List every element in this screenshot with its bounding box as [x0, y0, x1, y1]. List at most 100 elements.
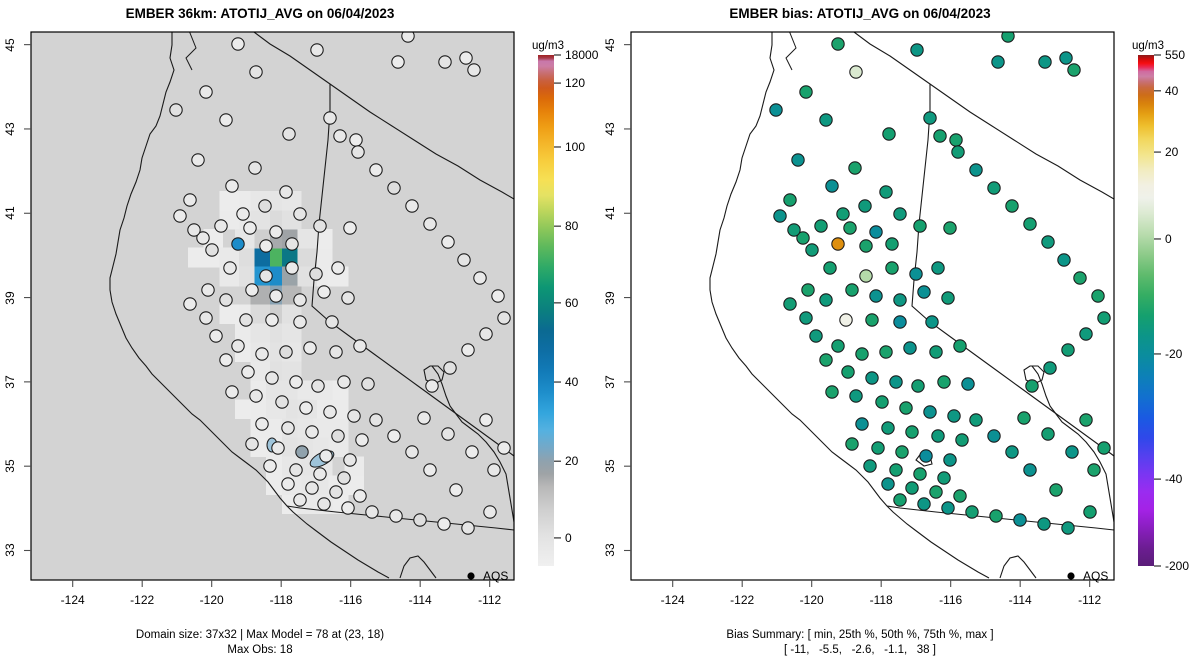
obs-station-marker[interactable] [313, 219, 327, 233]
obs-station-marker[interactable] [355, 433, 369, 447]
obs-station-marker[interactable] [449, 483, 463, 497]
bias-station-marker[interactable] [845, 283, 859, 297]
obs-station-marker[interactable] [459, 51, 473, 65]
obs-station-marker[interactable] [248, 161, 262, 175]
obs-station-marker[interactable] [365, 505, 379, 519]
bias-station-marker[interactable] [949, 133, 963, 147]
bias-station-marker[interactable] [805, 243, 819, 257]
bias-station-marker[interactable] [905, 481, 919, 495]
obs-station-marker[interactable] [461, 521, 475, 535]
bias-station-marker[interactable] [848, 161, 862, 175]
bias-station-marker[interactable] [893, 293, 907, 307]
bias-station-marker[interactable] [941, 501, 955, 515]
bias-station-marker[interactable] [863, 459, 877, 473]
obs-station-marker[interactable] [317, 497, 331, 511]
obs-station-marker[interactable] [491, 289, 505, 303]
bias-station-marker[interactable] [969, 163, 983, 177]
obs-station-marker[interactable] [331, 429, 345, 443]
bias-station-markers[interactable] [769, 30, 1111, 535]
obs-station-marker[interactable] [369, 413, 383, 427]
obs-station-marker[interactable] [293, 315, 307, 329]
obs-station-marker[interactable] [225, 179, 239, 193]
obs-station-marker[interactable] [465, 445, 479, 459]
obs-station-marker[interactable] [199, 85, 213, 99]
obs-station-marker[interactable] [405, 445, 419, 459]
bias-station-marker[interactable] [1087, 463, 1101, 477]
bias-station-marker[interactable] [801, 283, 815, 297]
bias-station-marker[interactable] [769, 103, 783, 117]
bias-station-marker[interactable] [923, 405, 937, 419]
obs-station-marker[interactable] [223, 261, 237, 275]
bias-station-marker[interactable] [831, 237, 845, 251]
bias-station-marker[interactable] [871, 441, 885, 455]
obs-station-marker[interactable] [205, 243, 219, 257]
obs-station-marker[interactable] [289, 463, 303, 477]
obs-station-marker[interactable] [299, 401, 313, 415]
bias-station-marker[interactable] [1059, 51, 1073, 65]
obs-station-marker[interactable] [387, 181, 401, 195]
bias-station-marker[interactable] [937, 471, 951, 485]
bias-station-marker[interactable] [843, 221, 857, 235]
bias-station-marker[interactable] [809, 329, 823, 343]
bias-station-marker[interactable] [909, 267, 923, 281]
obs-station-marker[interactable] [231, 339, 245, 353]
bias-station-marker[interactable] [910, 43, 924, 57]
obs-station-marker[interactable] [245, 283, 259, 297]
obs-station-marker[interactable] [391, 55, 405, 69]
bias-station-marker[interactable] [773, 209, 787, 223]
bias-station-marker[interactable] [839, 313, 853, 327]
bias-station-marker[interactable] [819, 113, 833, 127]
obs-station-marker[interactable] [183, 297, 197, 311]
obs-station-marker[interactable] [405, 199, 419, 213]
obs-station-marker[interactable] [497, 311, 511, 325]
obs-station-marker[interactable] [349, 133, 363, 147]
obs-station-marker[interactable] [343, 221, 357, 235]
bias-station-marker[interactable] [831, 37, 845, 51]
bias-station-marker[interactable] [823, 261, 837, 275]
obs-station-marker[interactable] [343, 453, 357, 467]
bias-station-marker[interactable] [943, 453, 957, 467]
obs-station-marker[interactable] [259, 239, 273, 253]
bias-station-marker[interactable] [1025, 379, 1039, 393]
bias-station-marker[interactable] [869, 225, 883, 239]
bias-station-marker[interactable] [913, 219, 927, 233]
obs-station-marker[interactable] [219, 353, 233, 367]
bias-station-marker[interactable] [787, 223, 801, 237]
bias-station-marker[interactable] [911, 379, 925, 393]
obs-station-marker[interactable] [239, 313, 253, 327]
bias-station-marker[interactable] [845, 437, 859, 451]
obs-station-marker[interactable] [263, 459, 277, 473]
bias-station-marker[interactable] [879, 345, 893, 359]
bias-station-marker[interactable] [859, 239, 873, 253]
obs-station-marker[interactable] [249, 389, 263, 403]
obs-station-marker[interactable] [423, 463, 437, 477]
bias-station-marker[interactable] [819, 293, 833, 307]
obs-station-marker[interactable] [259, 269, 273, 283]
obs-station-marker[interactable] [423, 217, 437, 231]
obs-station-marker[interactable] [282, 127, 296, 141]
obs-station-marker[interactable] [279, 345, 293, 359]
bias-station-marker[interactable] [951, 145, 965, 159]
bias-station-marker[interactable] [1037, 517, 1051, 531]
bias-station-marker[interactable] [799, 85, 813, 99]
obs-station-marker[interactable] [347, 409, 361, 423]
obs-station-marker[interactable] [329, 485, 343, 499]
obs-station-marker[interactable] [441, 235, 455, 249]
obs-station-marker[interactable] [219, 293, 233, 307]
bias-station-marker[interactable] [1049, 483, 1063, 497]
bias-station-marker[interactable] [1041, 427, 1055, 441]
bias-station-marker[interactable] [858, 199, 872, 213]
bias-station-marker[interactable] [841, 365, 855, 379]
bias-station-marker[interactable] [855, 347, 869, 361]
obs-station-marker[interactable] [319, 449, 333, 463]
bias-station-marker[interactable] [929, 485, 943, 499]
obs-station-marker[interactable] [331, 261, 345, 275]
bias-station-marker[interactable] [989, 509, 1003, 523]
obs-station-marker[interactable] [487, 463, 501, 477]
bias-station-marker[interactable] [882, 127, 896, 141]
bias-station-marker[interactable] [783, 297, 797, 311]
obs-station-marker[interactable] [285, 261, 299, 275]
bias-station-marker[interactable] [1083, 505, 1097, 519]
bias-map[interactable] [600, 0, 1200, 600]
bias-station-marker[interactable] [893, 493, 907, 507]
